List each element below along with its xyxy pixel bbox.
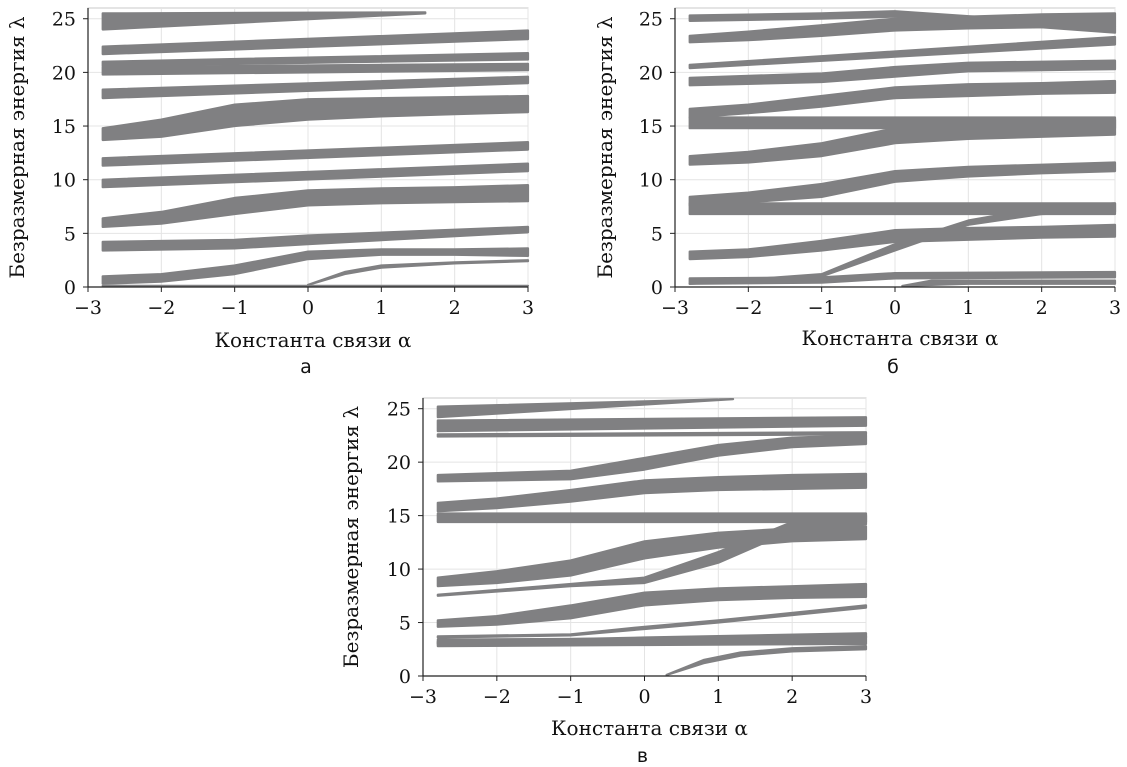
energy-band-9 bbox=[101, 75, 530, 100]
x-tick-label: 0 bbox=[638, 686, 650, 708]
energy-band-1 bbox=[665, 644, 868, 677]
x-tick-label: −1 bbox=[221, 297, 249, 319]
x-tick-label: 1 bbox=[712, 686, 724, 708]
energy-band-5 bbox=[436, 604, 868, 639]
energy-band-10 bbox=[436, 434, 868, 483]
energy-band-8 bbox=[688, 116, 1117, 130]
x-tick-label: 2 bbox=[449, 297, 461, 319]
x-tick-label: −3 bbox=[409, 686, 437, 708]
energy-band-10 bbox=[101, 62, 530, 76]
energy-band-13 bbox=[688, 10, 1117, 34]
y-axis-label: Безразмерная энергия λ bbox=[593, 16, 617, 278]
y-tick-label: 15 bbox=[387, 506, 411, 528]
energy-band-12 bbox=[101, 29, 530, 56]
energy-band-5 bbox=[101, 184, 530, 228]
energy-band-3 bbox=[688, 223, 1117, 261]
y-tick-label: 20 bbox=[639, 62, 663, 84]
x-tick-label: 1 bbox=[962, 297, 974, 319]
energy-band-2 bbox=[101, 247, 530, 285]
energy-band-8 bbox=[101, 94, 530, 142]
energy-band-4 bbox=[436, 582, 868, 628]
energy-band-11 bbox=[688, 35, 1117, 70]
energy-band-6 bbox=[688, 161, 1117, 207]
energy-band-7 bbox=[688, 118, 1117, 166]
energy-band-7 bbox=[101, 141, 530, 167]
energy-band-3 bbox=[436, 632, 868, 646]
x-tick-label: −1 bbox=[557, 686, 585, 708]
y-tick-label: 0 bbox=[64, 277, 76, 299]
panel-letter: б bbox=[887, 356, 899, 378]
y-tick-label: 10 bbox=[639, 170, 663, 192]
y-tick-label: 15 bbox=[639, 116, 663, 138]
energy-band-2 bbox=[901, 279, 1117, 287]
panel-letter: в bbox=[637, 745, 648, 767]
energy-band-7 bbox=[436, 514, 868, 597]
x-tick-label: 0 bbox=[889, 297, 901, 319]
x-tick-label: 1 bbox=[375, 297, 387, 319]
y-tick-label: 25 bbox=[387, 399, 411, 421]
energy-band-13 bbox=[436, 398, 735, 419]
energy-band-1 bbox=[688, 270, 1117, 285]
panel-letter: а bbox=[300, 356, 312, 378]
y-tick-label: 5 bbox=[64, 223, 76, 245]
x-tick-label: 3 bbox=[1109, 297, 1121, 319]
y-tick-label: 25 bbox=[639, 9, 663, 31]
x-tick-label: 3 bbox=[522, 297, 534, 319]
x-axis-label: Константа связи α bbox=[215, 328, 412, 352]
energy-band-6 bbox=[101, 162, 530, 189]
x-tick-label: 2 bbox=[786, 686, 798, 708]
x-tick-label: −3 bbox=[661, 297, 689, 319]
x-tick-label: 2 bbox=[1036, 297, 1048, 319]
x-axis-label: Константа связи α bbox=[551, 716, 748, 740]
y-tick-label: 5 bbox=[399, 613, 411, 635]
y-tick-label: 5 bbox=[651, 223, 663, 245]
energy-band-12 bbox=[436, 416, 868, 433]
y-tick-label: 10 bbox=[387, 559, 411, 581]
y-tick-label: 20 bbox=[387, 452, 411, 474]
x-tick-label: −3 bbox=[74, 297, 102, 319]
y-tick-label: 20 bbox=[52, 62, 76, 84]
panel-b: −3 −2 −1 0 1 2 3 0 5 10 15 20 25 Константа связи α Без… bbox=[593, 7, 1121, 378]
y-axis-label: Безразмерная энергия λ bbox=[339, 406, 363, 668]
x-tick-label: 0 bbox=[302, 297, 314, 319]
y-tick-label: 10 bbox=[52, 170, 76, 192]
x-axis-label: Константа связи α bbox=[802, 326, 999, 350]
x-tick-label: −2 bbox=[734, 297, 762, 319]
energy-band-13 bbox=[101, 11, 427, 31]
x-tick-label: −2 bbox=[483, 686, 511, 708]
x-tick-label: −2 bbox=[147, 297, 175, 319]
y-tick-label: 0 bbox=[399, 666, 411, 688]
y-axis-label: Безразмерная энергия λ bbox=[5, 16, 29, 278]
energy-band-11 bbox=[101, 51, 530, 68]
y-tick-label: 25 bbox=[52, 9, 76, 31]
energy-band-9 bbox=[436, 472, 868, 513]
energy-band-5 bbox=[688, 202, 1117, 216]
energy-band-9 bbox=[688, 79, 1117, 119]
energy-band-11 bbox=[436, 431, 868, 438]
panel-c: −3 −2 −1 0 1 2 3 0 5 10 15 20 25 Константа связи α Без… bbox=[339, 397, 872, 767]
x-tick-label: 3 bbox=[860, 686, 872, 708]
energy-band-3 bbox=[101, 225, 530, 252]
y-tick-label: 15 bbox=[52, 116, 76, 138]
energy-band-10 bbox=[688, 59, 1117, 87]
energy-band-4 bbox=[306, 259, 530, 286]
panel-a: −3 −2 −1 0 1 2 3 0 5 10 15 20 25 Константа связи α Без… bbox=[5, 7, 534, 378]
y-tick-label: 0 bbox=[651, 277, 663, 299]
x-tick-label: −1 bbox=[808, 297, 836, 319]
energy-band-8 bbox=[436, 512, 868, 524]
